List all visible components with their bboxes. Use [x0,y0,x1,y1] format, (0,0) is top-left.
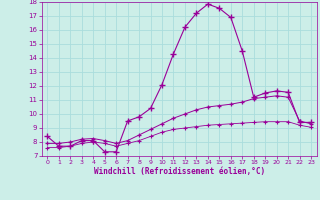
X-axis label: Windchill (Refroidissement éolien,°C): Windchill (Refroidissement éolien,°C) [94,167,265,176]
